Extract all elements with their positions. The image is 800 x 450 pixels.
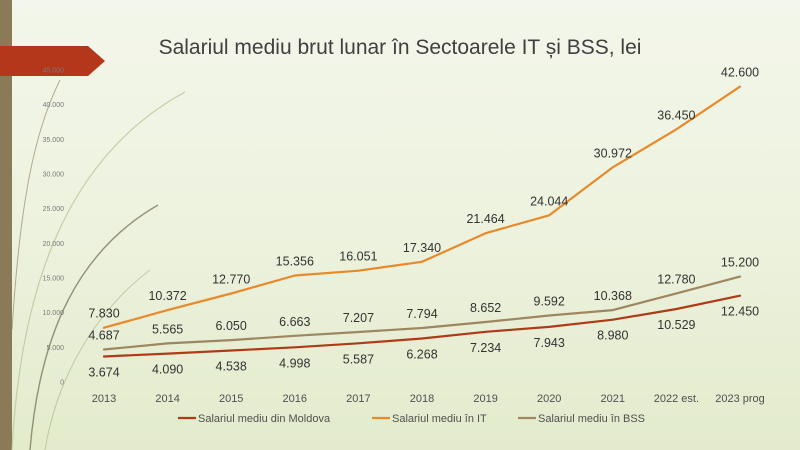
x-tick-label: 2015	[219, 393, 243, 405]
data-label: 8.980	[597, 329, 628, 343]
x-tick-label: 2018	[410, 393, 434, 405]
legend-label: Salariul mediu în BSS	[538, 413, 645, 425]
data-label: 30.972	[594, 146, 632, 160]
x-tick-label: 2020	[537, 393, 561, 405]
data-label: 21.464	[466, 212, 504, 226]
y-tick-label: 30.000	[43, 172, 65, 179]
data-label: 5.565	[152, 322, 183, 336]
data-label: 4.687	[88, 329, 119, 343]
series-lines	[102, 85, 742, 358]
data-label: 3.674	[88, 366, 119, 380]
data-label: 6.268	[406, 348, 437, 362]
data-label: 16.051	[339, 250, 377, 264]
y-tick-label: 20.000	[43, 241, 65, 248]
data-label: 4.090	[152, 363, 183, 377]
decor-curve-4	[44, 269, 151, 450]
data-label: 10.529	[657, 318, 695, 332]
y-tick-label: 0	[60, 380, 64, 387]
x-tick-label: 2023 prog	[715, 393, 765, 405]
y-tick-label: 45.000	[43, 68, 65, 75]
series-line	[102, 275, 742, 351]
data-label: 6.050	[216, 319, 247, 333]
data-label: 5.587	[343, 352, 374, 366]
data-label: 12.450	[721, 305, 759, 319]
data-label: 15.200	[721, 256, 759, 270]
data-label: 12.770	[212, 272, 250, 286]
x-tick-label: 2022 est.	[654, 393, 699, 405]
data-label: 42.600	[721, 66, 759, 80]
data-label: 7.234	[470, 341, 501, 355]
x-axis: 2013 2014 2015 2016 2017 2018 2019 2020 2021 2022…	[92, 393, 765, 405]
data-label: 9.592	[534, 294, 565, 308]
legend-label: Salariul mediu din Moldova	[198, 413, 331, 425]
x-tick-label: 2017	[346, 393, 370, 405]
data-label: 4.998	[279, 356, 310, 370]
decor-curve-2	[29, 204, 159, 450]
data-label: 7.943	[534, 336, 565, 350]
legend: Salariul mediu din Moldova Salariul mediu…	[178, 413, 645, 425]
y-tick-label: 35.000	[43, 137, 65, 144]
data-labels: 3.674 4.090 4.538 4.998 5.587 6.268 7.234 7.943…	[88, 66, 759, 380]
y-tick-label: 10.000	[43, 310, 65, 317]
x-tick-label: 2019	[473, 393, 497, 405]
data-label: 4.538	[216, 360, 247, 374]
x-tick-label: 2013	[92, 393, 116, 405]
y-tick-label: 25.000	[43, 206, 65, 213]
data-label: 10.368	[594, 289, 632, 303]
data-label: 6.663	[279, 315, 310, 329]
data-label: 7.207	[343, 311, 374, 325]
x-tick-label: 2014	[155, 393, 179, 405]
slide-left-bar	[0, 0, 12, 450]
y-axis: 0 5.000 10.000 15.000 20.000 25.000 30.000 35.0…	[43, 68, 65, 387]
title-arrow-shape	[0, 46, 105, 76]
data-label: 15.356	[276, 255, 314, 269]
data-label: 17.340	[403, 241, 441, 255]
series-line	[102, 85, 742, 329]
y-tick-label: 5.000	[46, 345, 64, 352]
y-tick-label: 40.000	[43, 102, 65, 109]
data-label: 12.780	[657, 272, 695, 286]
y-tick-label: 15.000	[43, 276, 65, 283]
x-tick-label: 2021	[601, 393, 625, 405]
data-label: 24.044	[530, 194, 568, 208]
data-label: 36.450	[657, 108, 695, 122]
series-line	[102, 294, 742, 358]
data-label: 7.794	[406, 307, 437, 321]
decor-curve-1	[11, 91, 186, 450]
x-tick-label: 2016	[283, 393, 307, 405]
data-label: 10.372	[148, 289, 186, 303]
data-label: 7.830	[88, 307, 119, 321]
decor-curve-3	[11, 79, 61, 331]
data-label: 8.652	[470, 301, 501, 315]
legend-label: Salariul mediu în IT	[392, 413, 487, 425]
chart-title: Salariul mediu brut lunar în Sectoarele …	[158, 36, 642, 59]
